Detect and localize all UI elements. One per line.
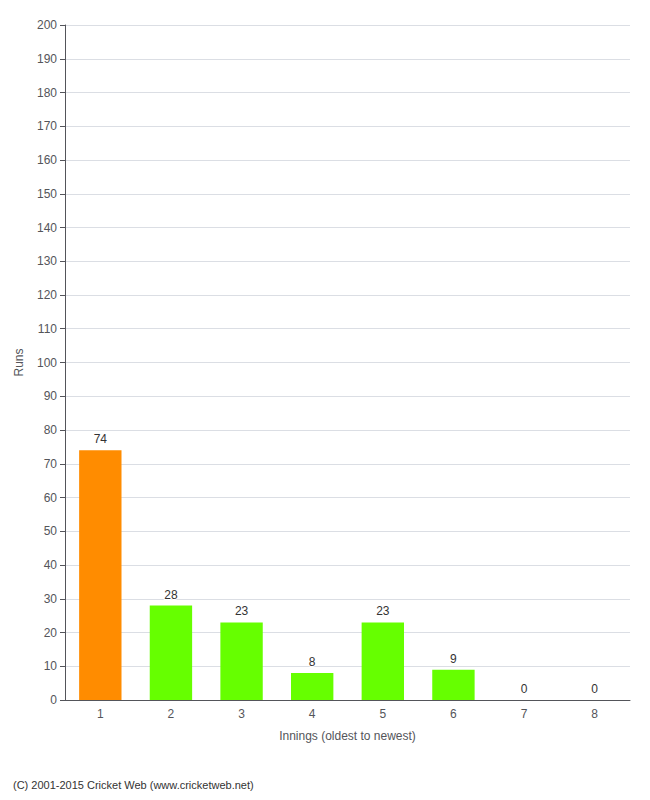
svg-text:130: 130 [37,254,57,268]
svg-text:150: 150 [37,187,57,201]
svg-text:9: 9 [450,652,457,666]
svg-text:0: 0 [50,693,57,707]
svg-text:40: 40 [44,558,58,572]
svg-text:4: 4 [309,707,316,721]
svg-text:200: 200 [37,18,57,32]
svg-text:28: 28 [164,588,178,602]
svg-text:10: 10 [44,659,58,673]
svg-text:0: 0 [591,682,598,696]
svg-text:20: 20 [44,626,58,640]
svg-text:8: 8 [591,707,598,721]
svg-text:Runs: Runs [12,348,26,376]
svg-text:Innings (oldest to newest): Innings (oldest to newest) [279,729,416,743]
svg-text:0: 0 [521,682,528,696]
svg-text:80: 80 [44,423,58,437]
svg-text:160: 160 [37,153,57,167]
svg-text:60: 60 [44,491,58,505]
svg-text:180: 180 [37,86,57,100]
svg-text:1: 1 [97,707,104,721]
svg-text:2: 2 [168,707,175,721]
svg-text:110: 110 [38,322,57,336]
svg-text:120: 120 [37,288,57,302]
svg-text:74: 74 [94,432,108,446]
svg-text:5: 5 [379,707,386,721]
svg-text:3: 3 [238,707,245,721]
svg-text:100: 100 [37,356,57,370]
svg-text:170: 170 [37,119,57,133]
svg-text:23: 23 [235,604,249,618]
svg-text:6: 6 [450,707,457,721]
svg-text:30: 30 [44,592,58,606]
svg-text:8: 8 [309,655,316,669]
svg-text:190: 190 [37,52,57,66]
svg-text:70: 70 [44,457,58,471]
svg-text:7: 7 [521,707,528,721]
svg-text:90: 90 [44,389,58,403]
svg-text:140: 140 [37,221,57,235]
svg-text:(C) 2001-2015 Cricket Web (www: (C) 2001-2015 Cricket Web (www.cricketwe… [13,779,254,791]
svg-text:23: 23 [376,604,390,618]
svg-text:50: 50 [44,524,58,538]
